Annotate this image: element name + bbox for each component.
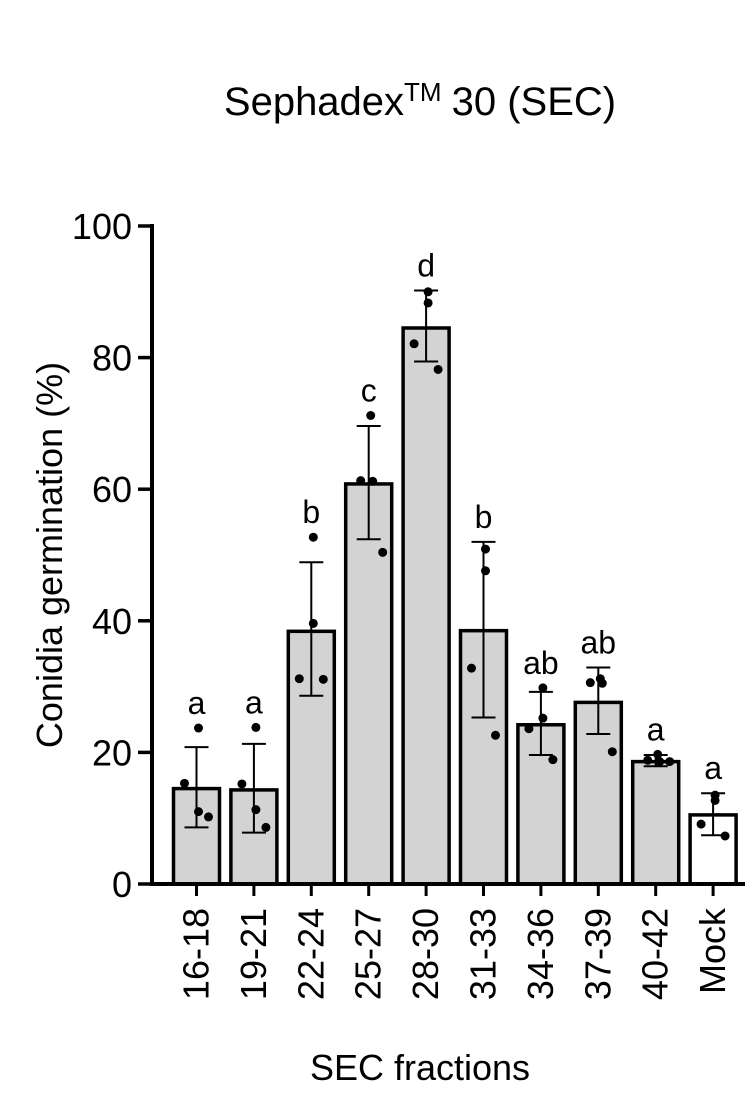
x-tick-label: Mock bbox=[692, 907, 733, 994]
data-point-34-36 bbox=[524, 724, 534, 734]
bar-40-42 bbox=[630, 759, 681, 886]
x-tick-label: 37-39 bbox=[577, 908, 618, 1000]
data-point-28-30 bbox=[433, 364, 443, 374]
significance-label-37-39: ab bbox=[581, 625, 617, 661]
y-tick-label: 40 bbox=[92, 601, 132, 642]
data-point-19-21 bbox=[251, 805, 261, 815]
x-tick-label: 19-21 bbox=[233, 908, 274, 1000]
data-point-28-30 bbox=[409, 339, 419, 349]
data-point-22-24 bbox=[318, 674, 328, 684]
x-tick-label: 28-30 bbox=[405, 908, 446, 1000]
y-axis-label: Conidia germination (%) bbox=[29, 362, 70, 748]
data-point-16-18 bbox=[180, 778, 189, 788]
y-tick-label: 20 bbox=[92, 732, 132, 773]
x-axis-label: SEC fractions bbox=[310, 1047, 530, 1088]
data-point-40-42 bbox=[643, 755, 653, 765]
x-tick-label: 34-36 bbox=[520, 908, 561, 1000]
data-point-19-21 bbox=[261, 822, 271, 832]
data-point-Mock bbox=[710, 795, 720, 805]
bar-25-27 bbox=[343, 482, 394, 886]
significance-label-25-27: c bbox=[361, 373, 377, 409]
data-point-28-30 bbox=[423, 298, 433, 308]
data-point-19-21 bbox=[251, 722, 261, 732]
x-tick-label: 25-27 bbox=[348, 908, 389, 1000]
data-point-31-33 bbox=[481, 566, 490, 576]
significance-label-31-33: b bbox=[475, 499, 493, 535]
data-point-22-24 bbox=[308, 618, 318, 628]
data-point-31-33 bbox=[467, 663, 476, 673]
data-point-31-33 bbox=[481, 544, 490, 554]
data-point-40-42 bbox=[665, 757, 675, 767]
data-point-19-21 bbox=[237, 779, 247, 789]
bar-28-30 bbox=[401, 326, 451, 886]
chart-title-superscript: TM bbox=[404, 77, 442, 107]
data-point-25-27 bbox=[378, 547, 388, 557]
y-tick-label: 100 bbox=[72, 206, 132, 247]
chart-title-main: Sephadex bbox=[224, 80, 404, 124]
chart-title: SephadexTM 30 (SEC) bbox=[224, 77, 616, 124]
data-point-25-27 bbox=[366, 411, 376, 421]
data-point-16-18 bbox=[194, 723, 203, 733]
data-point-34-36 bbox=[538, 683, 548, 693]
significance-label-28-30: d bbox=[417, 247, 435, 283]
data-point-37-39 bbox=[585, 678, 595, 688]
significance-label-22-24: b bbox=[302, 494, 320, 530]
significance-label-16-18: a bbox=[188, 685, 206, 721]
data-point-34-36 bbox=[538, 713, 548, 723]
data-point-31-33 bbox=[491, 730, 500, 740]
data-point-40-42 bbox=[653, 749, 663, 759]
data-point-16-18 bbox=[204, 812, 213, 822]
x-tick-label: 40-42 bbox=[635, 908, 676, 1000]
y-tick-label: 80 bbox=[92, 338, 132, 379]
chart-title-suffix: 30 (SEC) bbox=[452, 80, 617, 124]
x-tick-label: 31-33 bbox=[463, 908, 504, 1000]
data-point-25-27 bbox=[368, 476, 378, 486]
plot-area: a 16-18 a 19-21 b 22-24 c 25-27 d 28-30 b 31-33 ab 34… bbox=[72, 206, 745, 1000]
data-point-37-39 bbox=[597, 678, 607, 688]
data-point-34-36 bbox=[548, 755, 558, 765]
y-tick-label: 0 bbox=[112, 864, 132, 905]
data-point-22-24 bbox=[294, 674, 304, 684]
significance-label-40-42: a bbox=[647, 711, 665, 747]
x-tick-label: 16-18 bbox=[176, 908, 217, 1000]
data-point-Mock bbox=[720, 831, 730, 841]
significance-label-34-36: ab bbox=[523, 645, 559, 681]
data-point-40-42 bbox=[655, 757, 665, 767]
data-point-28-30 bbox=[423, 287, 433, 297]
significance-label-Mock: a bbox=[704, 750, 722, 786]
data-point-16-18 bbox=[194, 807, 203, 817]
data-point-22-24 bbox=[308, 532, 318, 542]
data-point-37-39 bbox=[607, 747, 617, 757]
data-point-Mock bbox=[696, 819, 706, 829]
x-tick-label: 22-24 bbox=[290, 908, 331, 1000]
y-tick-label: 60 bbox=[92, 469, 132, 510]
data-point-25-27 bbox=[356, 476, 366, 486]
significance-label-19-21: a bbox=[245, 684, 263, 720]
